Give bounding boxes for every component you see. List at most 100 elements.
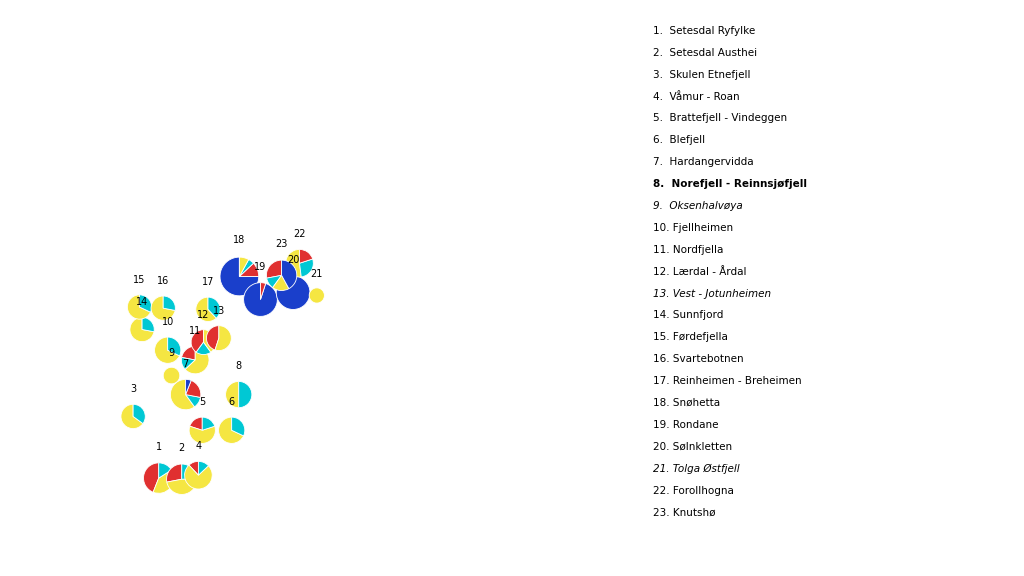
Wedge shape	[199, 461, 209, 475]
Text: 12. Lærdal - Årdal: 12. Lærdal - Årdal	[653, 267, 746, 276]
Text: 21. Tolga Østfjell: 21. Tolga Østfjell	[653, 464, 740, 474]
Wedge shape	[215, 325, 231, 351]
Wedge shape	[181, 358, 196, 369]
Text: 5: 5	[199, 397, 206, 407]
Text: 9.  Oksenhalvøya: 9. Oksenhalvøya	[653, 201, 743, 211]
Wedge shape	[231, 417, 245, 436]
Wedge shape	[197, 342, 211, 355]
Text: 17: 17	[202, 277, 214, 287]
Text: 10. Fjellheimen: 10. Fjellheimen	[653, 223, 733, 233]
Text: 23: 23	[275, 240, 288, 249]
Text: 20: 20	[287, 255, 299, 264]
Wedge shape	[121, 404, 143, 429]
Wedge shape	[266, 275, 282, 287]
Text: 8: 8	[236, 361, 242, 371]
Wedge shape	[163, 296, 175, 310]
Text: 19. Rondane: 19. Rondane	[653, 420, 719, 430]
Wedge shape	[207, 325, 219, 350]
Wedge shape	[159, 463, 172, 478]
Text: 2.  Setesdal Austhei: 2. Setesdal Austhei	[653, 48, 758, 58]
Text: 6.  Blefjell: 6. Blefjell	[653, 135, 706, 145]
Wedge shape	[309, 288, 325, 303]
Wedge shape	[272, 275, 289, 290]
Text: 22. Forollhogna: 22. Forollhogna	[653, 486, 734, 495]
Wedge shape	[151, 296, 175, 320]
Wedge shape	[260, 283, 265, 300]
Text: 17. Reinheimen - Breheimen: 17. Reinheimen - Breheimen	[653, 376, 802, 386]
Text: 15: 15	[133, 275, 145, 285]
Wedge shape	[244, 283, 278, 316]
Wedge shape	[143, 463, 159, 492]
Text: 14. Sunnfjord: 14. Sunnfjord	[653, 310, 724, 320]
Wedge shape	[196, 297, 216, 321]
Wedge shape	[181, 346, 196, 360]
Wedge shape	[218, 417, 244, 444]
Wedge shape	[191, 329, 204, 352]
Text: 4.  Våmur - Roan: 4. Våmur - Roan	[653, 92, 740, 101]
Text: 15. Førdefjella: 15. Førdefjella	[653, 332, 728, 342]
Wedge shape	[239, 381, 252, 408]
Text: 7: 7	[182, 359, 188, 369]
Text: 14: 14	[136, 297, 148, 308]
Wedge shape	[204, 329, 216, 352]
Wedge shape	[133, 404, 145, 423]
Wedge shape	[185, 346, 209, 374]
Wedge shape	[142, 317, 155, 332]
Text: 8.  Norefjell - Reinnsjøfjell: 8. Norefjell - Reinnsjøfjell	[653, 179, 807, 189]
Wedge shape	[184, 465, 212, 489]
Wedge shape	[130, 317, 154, 342]
Text: 22: 22	[293, 229, 306, 239]
Wedge shape	[189, 426, 215, 444]
Text: 1.  Setesdal Ryfylke: 1. Setesdal Ryfylke	[653, 26, 756, 36]
Wedge shape	[189, 417, 203, 430]
Wedge shape	[240, 260, 254, 276]
Text: 5.  Brattefjell - Vindeggen: 5. Brattefjell - Vindeggen	[653, 113, 787, 123]
Wedge shape	[225, 381, 239, 408]
Wedge shape	[266, 260, 282, 278]
Text: 7.  Hardangervidda: 7. Hardangervidda	[653, 157, 754, 167]
Text: 13: 13	[213, 306, 225, 316]
Wedge shape	[276, 276, 310, 309]
Wedge shape	[240, 263, 259, 276]
Text: 12: 12	[198, 310, 210, 320]
Text: 21: 21	[310, 269, 323, 279]
Wedge shape	[185, 395, 201, 407]
Text: 3: 3	[130, 384, 136, 395]
Wedge shape	[167, 478, 197, 494]
Text: 9: 9	[169, 348, 174, 358]
Wedge shape	[167, 464, 182, 482]
Text: 13. Vest - Jotunheimen: 13. Vest - Jotunheimen	[653, 289, 771, 298]
Wedge shape	[286, 249, 301, 277]
Wedge shape	[163, 367, 180, 384]
Text: 19: 19	[254, 262, 266, 271]
Text: 11. Nordfjella: 11. Nordfjella	[653, 245, 724, 255]
Wedge shape	[240, 257, 249, 276]
Text: 23. Knutshø: 23. Knutshø	[653, 507, 716, 517]
Text: 16. Svartebotnen: 16. Svartebotnen	[653, 354, 744, 364]
Wedge shape	[185, 380, 191, 395]
Text: 20. Sølnkletten: 20. Sølnkletten	[653, 442, 732, 452]
Text: 18: 18	[233, 236, 246, 245]
Text: 16: 16	[157, 276, 169, 286]
Text: 6: 6	[228, 397, 234, 407]
Wedge shape	[170, 380, 195, 410]
Text: 18. Snøhetta: 18. Snøhetta	[653, 398, 721, 408]
Wedge shape	[300, 259, 313, 277]
Wedge shape	[282, 260, 297, 289]
Wedge shape	[182, 464, 197, 479]
Text: 1: 1	[156, 442, 162, 452]
Text: 2: 2	[178, 444, 185, 453]
Text: 11: 11	[189, 326, 202, 336]
Wedge shape	[168, 337, 181, 356]
Wedge shape	[154, 470, 174, 493]
Wedge shape	[155, 337, 179, 363]
Wedge shape	[299, 249, 312, 263]
Wedge shape	[189, 461, 199, 475]
Text: 4: 4	[196, 441, 202, 451]
Wedge shape	[208, 297, 220, 318]
Wedge shape	[139, 295, 152, 312]
Wedge shape	[220, 257, 259, 296]
Wedge shape	[185, 380, 201, 397]
Text: 3.  Skulen Etnefjell: 3. Skulen Etnefjell	[653, 70, 751, 79]
Text: 10: 10	[162, 317, 174, 327]
